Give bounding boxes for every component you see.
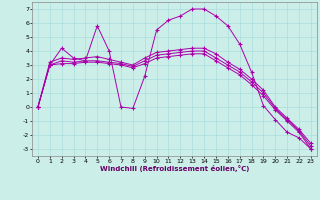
X-axis label: Windchill (Refroidissement éolien,°C): Windchill (Refroidissement éolien,°C): [100, 165, 249, 172]
